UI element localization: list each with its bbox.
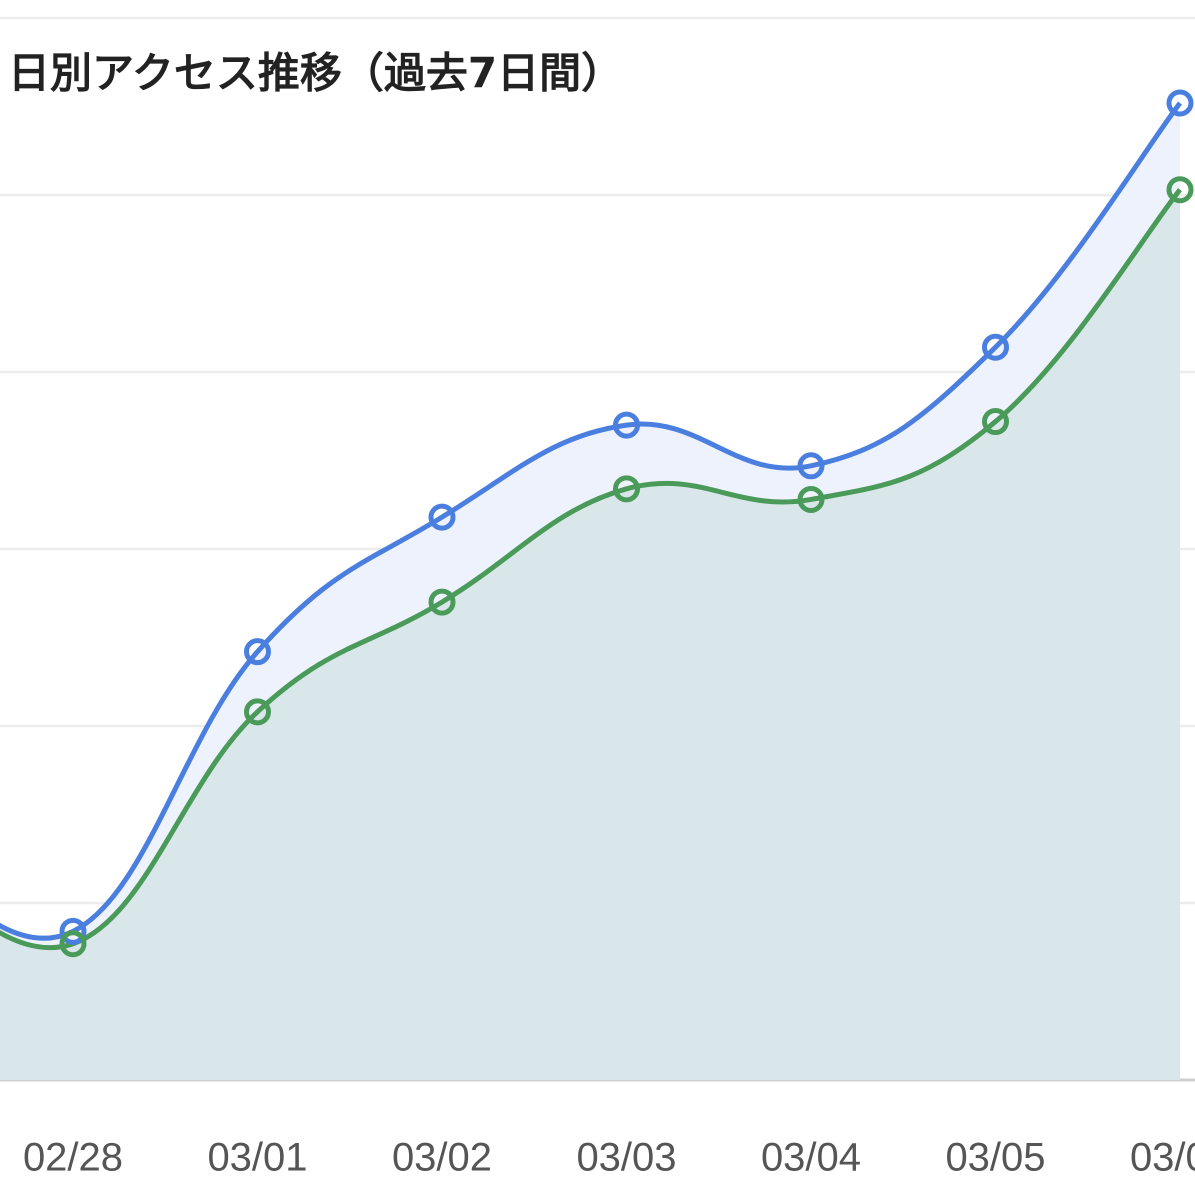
lines bbox=[0, 89, 1194, 958]
x-tick-label: 03/06 bbox=[1130, 1136, 1195, 1180]
point bbox=[244, 638, 271, 666]
point bbox=[244, 698, 271, 726]
point bbox=[59, 917, 87, 945]
x-tick-label: 03/01 bbox=[207, 1136, 307, 1180]
point bbox=[59, 930, 87, 958]
x-tick-label: 03/03 bbox=[576, 1136, 676, 1180]
areas bbox=[0, 102, 1180, 1080]
x-ticks: 02/28 03/01 03/02 03/03 03/04 03/05 03/06 bbox=[23, 1136, 1195, 1180]
x-tick-label: 02/28 bbox=[23, 1136, 123, 1180]
line bbox=[0, 188, 1182, 951]
line bbox=[0, 101, 1182, 941]
point bbox=[797, 452, 825, 480]
x-tick-label: 03/02 bbox=[392, 1136, 492, 1180]
point bbox=[428, 588, 456, 616]
area bbox=[0, 189, 1180, 1080]
x-tick-label: 03/04 bbox=[761, 1136, 861, 1180]
chart-title: 日別アクセス推移（過去7日間） bbox=[8, 49, 623, 98]
point bbox=[1166, 89, 1194, 117]
point bbox=[613, 411, 640, 439]
point bbox=[797, 485, 825, 513]
point bbox=[982, 408, 1009, 436]
point bbox=[428, 503, 456, 531]
point bbox=[613, 475, 640, 503]
point bbox=[1166, 176, 1194, 204]
x-tick-label: 03/05 bbox=[945, 1136, 1045, 1180]
point bbox=[982, 333, 1009, 361]
